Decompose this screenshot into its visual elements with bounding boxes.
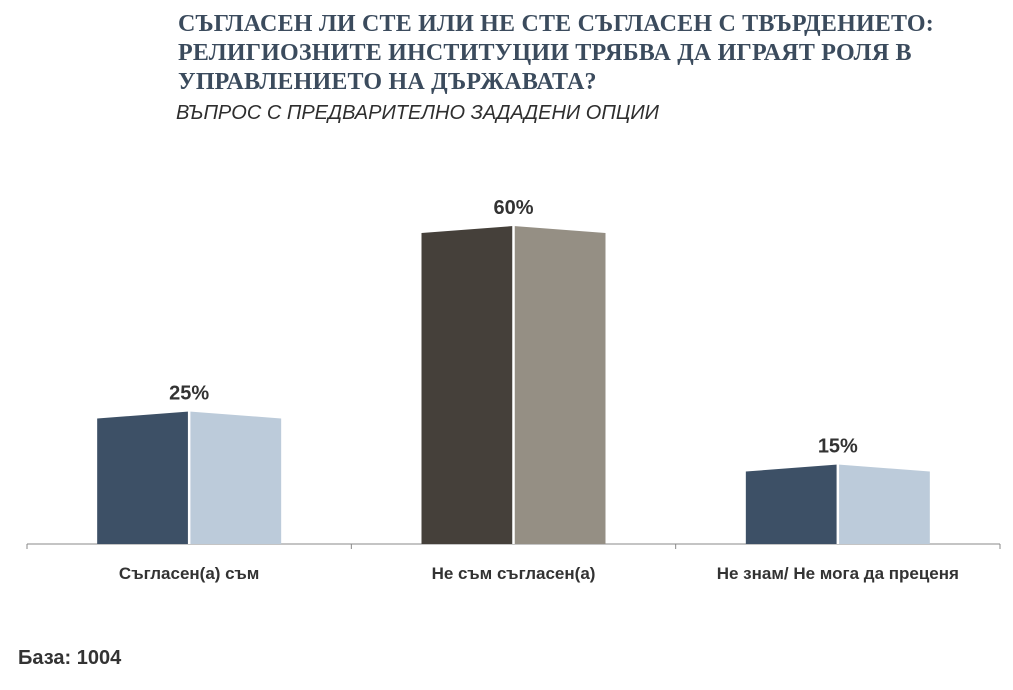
bar-left-face bbox=[421, 226, 514, 544]
bar-left-face bbox=[745, 464, 838, 544]
chart-subtitle: ВЪПРОС С ПРЕДВАРИТЕЛНО ЗАДАДЕНИ ОПЦИИ bbox=[176, 102, 659, 124]
bar-right-face bbox=[513, 226, 606, 544]
bar-value-label: 25% bbox=[169, 383, 209, 405]
category-label: Не съм съгласен(а) bbox=[432, 564, 596, 583]
bar-value-label: 15% bbox=[818, 436, 858, 458]
bar-left-face bbox=[97, 411, 190, 544]
category-label: Не знам/ Не мога да преценя bbox=[717, 564, 959, 583]
bar-value-label: 60% bbox=[493, 197, 533, 219]
bar-right-face bbox=[837, 464, 930, 544]
sample-base-note: База: 1004 bbox=[18, 647, 122, 669]
bar-right-face bbox=[189, 411, 282, 544]
category-label: Съгласен(а) съм bbox=[119, 564, 259, 583]
chart-title: Съгласен ли сте или не сте съгласен с тв… bbox=[178, 11, 934, 95]
